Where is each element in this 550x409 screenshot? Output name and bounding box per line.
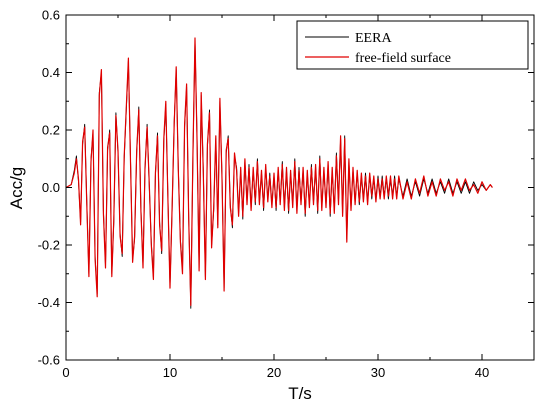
legend-label-free-field: free-field surface [355,51,451,66]
y-tick-label: 0.6 [42,8,60,23]
x-tick-label: 30 [371,365,385,380]
y-axis-title: Acc/g [7,167,26,210]
legend-label-eera: EERA [355,31,392,46]
legend-box [296,20,529,70]
y-tick-label: -0.4 [38,295,60,310]
x-tick-label: 10 [163,365,177,380]
y-tick-label: 0.2 [42,123,60,138]
y-tick-label: 0.4 [42,65,60,80]
x-tick-label: 0 [62,365,69,380]
y-tick-label: 0.0 [42,180,60,195]
x-tick-label: 40 [475,365,489,380]
y-tick-label: -0.2 [38,238,60,253]
ticks-layer [65,14,534,361]
y-tick-label: -0.6 [38,353,60,368]
legend: EERA free-field surface [296,20,529,70]
tick-labels-layer: 0 10 20 30 40 -0.6 -0.4 -0.2 0.0 0.2 0.4 0.6 [38,8,490,381]
x-axis-title: T/s [288,384,312,403]
series-layer [65,37,493,309]
x-tick-label: 20 [267,365,281,380]
series-line-free-field-surface [65,37,493,306]
